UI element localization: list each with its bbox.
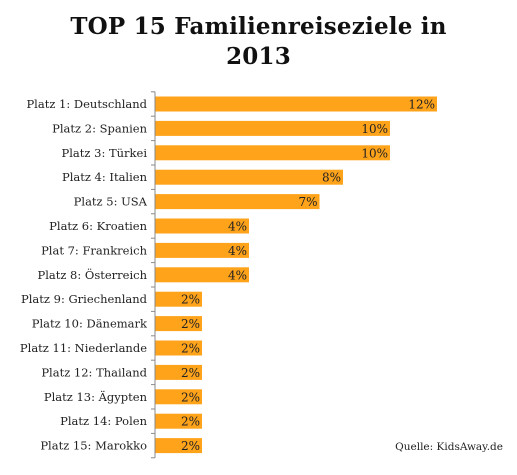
- value-label-12: 2%: [181, 366, 200, 380]
- value-label-9: 2%: [181, 293, 200, 307]
- bar-11: [155, 340, 202, 356]
- value-label-1: 12%: [408, 98, 435, 112]
- category-label-5: Platz 5: USA: [74, 195, 148, 209]
- y-axis-ticks: [151, 91, 155, 459]
- value-label-15: 2%: [181, 439, 200, 453]
- bar-5: [155, 194, 320, 210]
- category-label-6: Platz 6: Kroatien: [49, 219, 147, 233]
- category-label-14: Platz 14: Polen: [60, 414, 147, 428]
- bar-2: [155, 120, 390, 136]
- bar-12: [155, 364, 202, 380]
- bar-3: [155, 145, 390, 161]
- bar-4: [155, 169, 343, 185]
- category-label-8: Platz 8: Österreich: [37, 268, 147, 282]
- chart-title-line-2: 2013: [226, 43, 291, 70]
- category-label-4: Platz 4: Italien: [62, 170, 148, 184]
- bar-1: [155, 96, 437, 112]
- category-label-1: Platz 1: Deutschland: [26, 97, 147, 111]
- value-label-13: 2%: [181, 390, 200, 404]
- value-label-2: 10%: [361, 122, 388, 136]
- category-label-10: Platz 10: Dänemark: [32, 317, 148, 331]
- category-label-13: Platz 13: Ägypten: [44, 390, 148, 404]
- value-label-11: 2%: [181, 342, 200, 356]
- category-label-11: Platz 11: Niederlande: [20, 341, 147, 355]
- bar-9: [155, 291, 202, 307]
- category-label-12: Platz 12: Thailand: [41, 365, 147, 379]
- bar-14: [155, 413, 202, 429]
- bar-10: [155, 316, 202, 332]
- category-label-7: Plat 7: Frankreich: [41, 243, 148, 257]
- value-label-14: 2%: [181, 415, 200, 429]
- value-label-7: 4%: [228, 244, 247, 258]
- chart-title: TOP 15 Familienreiseziele in 2013: [0, 12, 517, 72]
- category-label-2: Platz 2: Spanien: [52, 121, 147, 135]
- bar-15: [155, 438, 202, 454]
- value-label-5: 7%: [298, 195, 317, 209]
- bars-layer: [155, 96, 437, 454]
- category-label-15: Platz 15: Marokko: [40, 439, 147, 453]
- value-label-8: 4%: [228, 268, 247, 282]
- value-label-4: 8%: [322, 171, 341, 185]
- bar-6: [155, 218, 249, 234]
- chart-title-line-1: TOP 15 Familienreiseziele in: [70, 13, 447, 40]
- source-note: Quelle: KidsAway.de: [395, 441, 503, 453]
- bar-7: [155, 242, 249, 258]
- value-labels: 12% 10% 10% 8% 7% 4% 4% 4% 2% 2% 2% 2% 2% 2% 2%: [181, 98, 435, 454]
- value-label-10: 2%: [181, 317, 200, 331]
- category-label-3: Platz 3: Türkei: [62, 146, 148, 160]
- bar-8: [155, 267, 249, 283]
- value-label-3: 10%: [361, 146, 388, 160]
- category-labels: Platz 1: Deutschland Platz 2: Spanien Plat…: [20, 97, 148, 453]
- value-label-6: 4%: [228, 220, 247, 234]
- bar-13: [155, 389, 202, 405]
- category-label-9: Platz 9: Griechenland: [21, 292, 148, 306]
